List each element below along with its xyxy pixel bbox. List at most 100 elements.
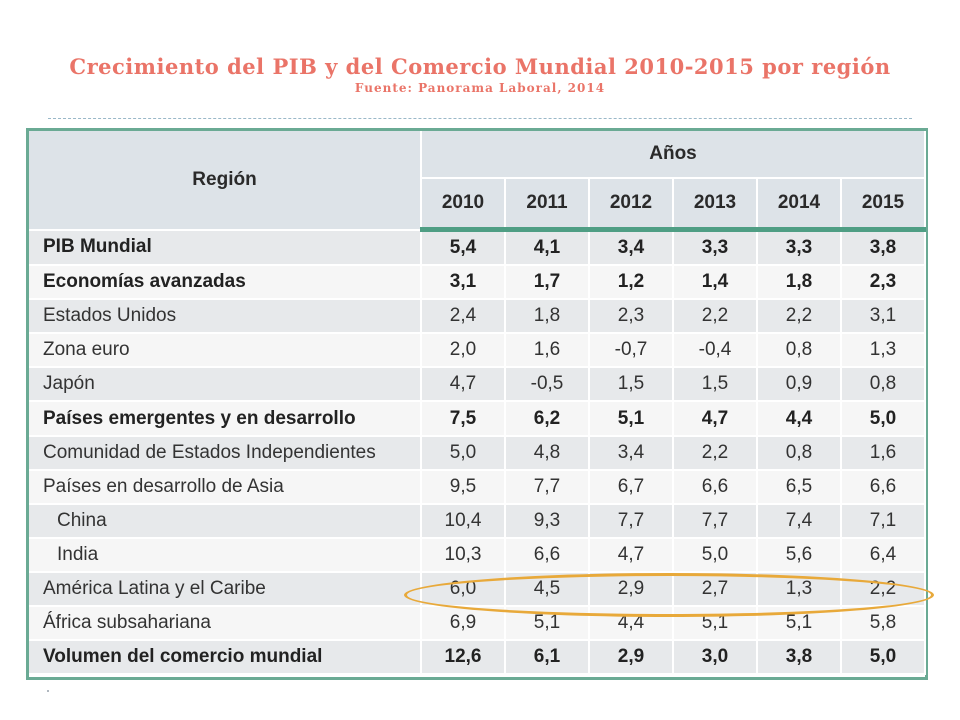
- value-cell: 5,8: [841, 606, 926, 642]
- value-cell: 6,7: [589, 469, 674, 505]
- value-cell: 3,4: [589, 435, 674, 471]
- value-cell: 2,4: [421, 299, 506, 335]
- value-cell: 0,9: [757, 367, 842, 403]
- value-cell: 4,7: [673, 401, 758, 437]
- value-cell: 4,4: [589, 606, 674, 642]
- value-cell: 4,8: [505, 435, 590, 471]
- value-cell: 5,0: [673, 537, 758, 573]
- value-cell: 12,6: [421, 640, 506, 676]
- value-cell: 5,1: [589, 401, 674, 437]
- value-cell: 1,7: [505, 265, 590, 301]
- region-label: Volumen del comercio mundial: [29, 640, 422, 676]
- value-cell: 1,8: [757, 265, 842, 301]
- region-label: África subsahariana: [29, 606, 422, 642]
- value-cell: 1,2: [589, 265, 674, 301]
- value-cell: 4,5: [505, 571, 590, 608]
- year-header: 2015: [841, 178, 926, 232]
- value-cell: 5,4: [421, 229, 506, 267]
- value-cell: 6,6: [841, 469, 926, 505]
- region-label: China: [29, 503, 422, 539]
- table-row: India 10,3 6,6 4,7 5,0 5,6 6,4: [29, 537, 926, 573]
- table-row: Japón 4,7 -0,5 1,5 1,5 0,9 0,8: [29, 367, 926, 403]
- region-label: PIB Mundial: [29, 229, 422, 267]
- value-cell: 5,1: [757, 606, 842, 642]
- value-cell: 5,0: [421, 435, 506, 471]
- year-header: 2013: [673, 178, 758, 232]
- table-row: África subsahariana 6,9 5,1 4,4 5,1 5,1 5,8: [29, 606, 926, 642]
- region-label: Países emergentes y en desarrollo: [29, 401, 422, 437]
- value-cell: 0,8: [757, 333, 842, 369]
- value-cell: 5,0: [841, 401, 926, 437]
- table-row: China 10,4 9,3 7,7 7,7 7,4 7,1: [29, 503, 926, 539]
- table-row: Volumen del comercio mundial 12,6 6,1 2,9 3,…: [29, 640, 926, 676]
- value-cell: 4,7: [589, 537, 674, 573]
- value-cell: 6,1: [505, 640, 590, 676]
- value-cell: -0,7: [589, 333, 674, 369]
- value-cell: 6,6: [505, 537, 590, 573]
- value-cell: 3,8: [757, 640, 842, 676]
- value-cell: 7,7: [673, 503, 758, 539]
- value-cell: 2,0: [421, 333, 506, 369]
- page-subtitle: Fuente: Panorama Laboral, 2014: [354, 81, 606, 95]
- value-cell: 7,4: [757, 503, 842, 539]
- value-cell: 6,2: [505, 401, 590, 437]
- value-cell: 6,4: [841, 537, 926, 573]
- value-cell: 7,7: [589, 503, 674, 539]
- value-cell: 2,9: [589, 571, 674, 608]
- years-group-header: Años: [421, 131, 926, 179]
- year-header: 2014: [757, 178, 842, 232]
- value-cell: 3,3: [757, 229, 842, 267]
- value-cell: 2,9: [589, 640, 674, 676]
- table-row: Economías avanzadas 3,1 1,7 1,2 1,4 1,8 2,3: [29, 265, 926, 301]
- table-row: Países en desarrollo de Asia 9,5 7,7 6,7 6,6…: [29, 469, 926, 505]
- year-header: 2011: [505, 178, 590, 232]
- value-cell: 3,3: [673, 229, 758, 267]
- region-label: Estados Unidos: [29, 299, 422, 335]
- page-title: Crecimiento del PIB y del Comercio Mundi…: [69, 54, 891, 79]
- value-cell: 0,8: [841, 367, 926, 403]
- value-cell: 1,3: [757, 571, 842, 608]
- region-label: América Latina y el Caribe: [29, 571, 422, 608]
- value-cell: 5,0: [841, 640, 926, 676]
- value-cell: 0,8: [757, 435, 842, 471]
- value-cell: 1,6: [505, 333, 590, 369]
- value-cell: 1,8: [505, 299, 590, 335]
- value-cell: 3,1: [841, 299, 926, 335]
- value-cell: 1,5: [589, 367, 674, 403]
- region-label: Japón: [29, 367, 422, 403]
- value-cell: 7,1: [841, 503, 926, 539]
- divider: [48, 118, 912, 119]
- value-cell: 7,7: [505, 469, 590, 505]
- value-cell: 10,4: [421, 503, 506, 539]
- region-label: Comunidad de Estados Independientes: [29, 435, 422, 471]
- region-label: Economías avanzadas: [29, 265, 422, 301]
- value-cell: 4,1: [505, 229, 590, 267]
- value-cell: 2,2: [673, 299, 758, 335]
- value-cell: 1,4: [673, 265, 758, 301]
- value-cell: 6,6: [673, 469, 758, 505]
- value-cell: 1,5: [673, 367, 758, 403]
- value-cell: 2,2: [673, 435, 758, 471]
- footer-mark: [47, 690, 49, 692]
- value-cell: 2,7: [673, 571, 758, 608]
- value-cell: 2,2: [757, 299, 842, 335]
- gdp-table: Región Años 2010 2011 2012 2013 2014 2015 PIB…: [29, 131, 926, 676]
- value-cell: 5,1: [673, 606, 758, 642]
- value-cell: 6,0: [421, 571, 506, 608]
- value-cell: 1,6: [841, 435, 926, 471]
- year-header: 2012: [589, 178, 674, 232]
- table-row: PIB Mundial 5,4 4,1 3,4 3,3 3,3 3,8: [29, 229, 926, 267]
- value-cell: 7,5: [421, 401, 506, 437]
- value-cell: -0,5: [505, 367, 590, 403]
- gdp-table-frame: Región Años 2010 2011 2012 2013 2014 2015 PIB…: [26, 128, 928, 680]
- value-cell: -0,4: [673, 333, 758, 369]
- value-cell: 3,0: [673, 640, 758, 676]
- region-label: Zona euro: [29, 333, 422, 369]
- table-row: América Latina y el Caribe 6,0 4,5 2,9 2,7 1,…: [29, 571, 926, 608]
- table-row: Zona euro 2,0 1,6 -0,7 -0,4 0,8 1,3: [29, 333, 926, 369]
- value-cell: 3,1: [421, 265, 506, 301]
- value-cell: 3,8: [841, 229, 926, 267]
- region-column-header: Región: [29, 131, 422, 231]
- value-cell: 10,3: [421, 537, 506, 573]
- value-cell: 2,3: [589, 299, 674, 335]
